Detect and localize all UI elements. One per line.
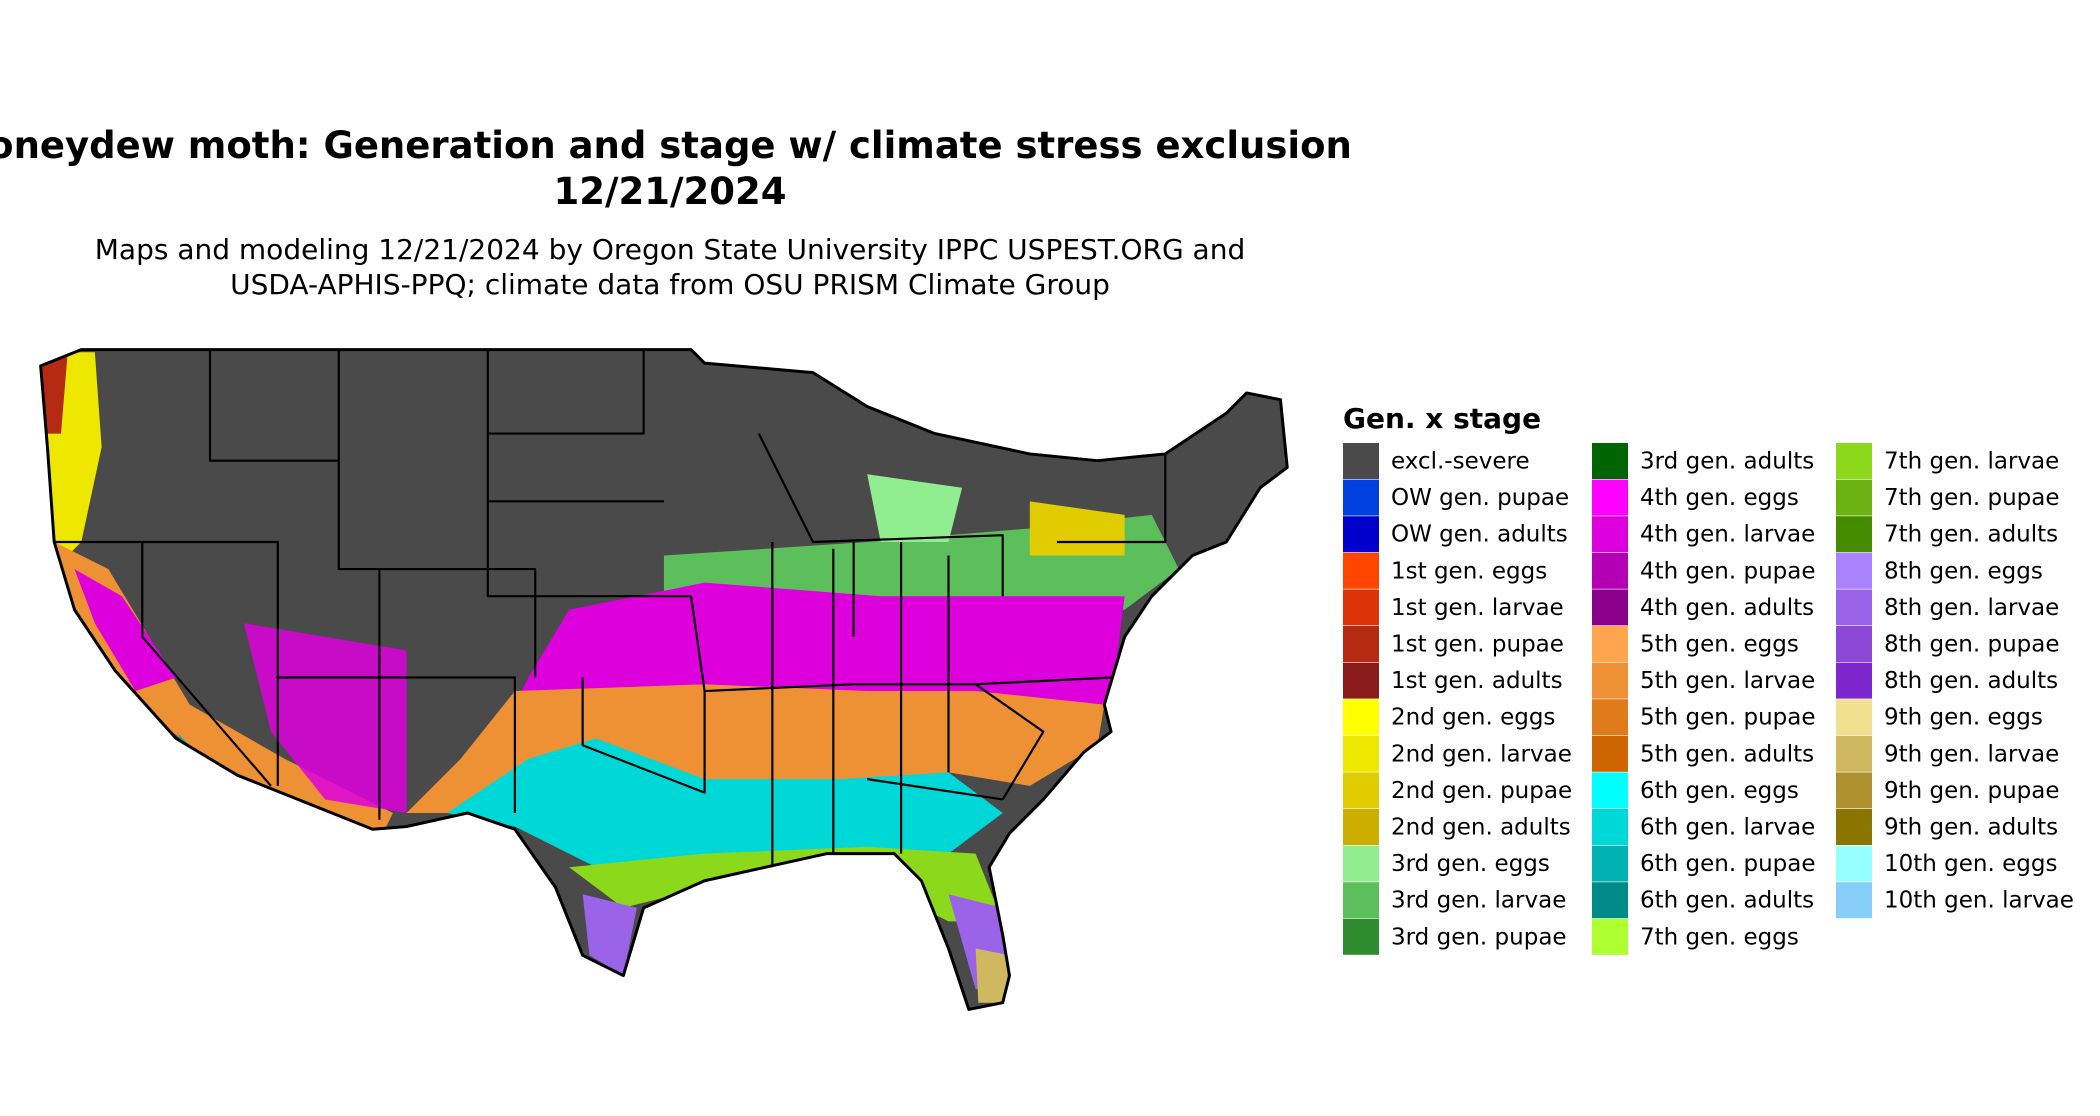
legend-label: 5th gen. larvae xyxy=(1640,668,1815,694)
legend-swatch xyxy=(1592,443,1628,479)
legend-swatch xyxy=(1592,662,1628,699)
legend-swatch xyxy=(1343,443,1379,479)
legend-label: 4th gen. eggs xyxy=(1640,485,1799,511)
legend-swatch xyxy=(1592,479,1628,516)
state-borders xyxy=(54,349,1167,868)
legend-label: 5th gen. pupae xyxy=(1640,705,1816,731)
legend-label: 1st gen. adults xyxy=(1391,668,1563,694)
legend-swatch xyxy=(1836,516,1872,553)
legend-swatch xyxy=(1343,918,1379,955)
legend-label: OW gen. pupae xyxy=(1391,485,1569,511)
legend-title: Gen. x stage xyxy=(1343,402,1541,435)
legend-swatch xyxy=(1836,845,1872,882)
legend-label: 7th gen. pupae xyxy=(1884,485,2060,511)
legend-label: 8th gen. adults xyxy=(1884,668,2058,694)
legend-label: 6th gen. larvae xyxy=(1640,815,1815,841)
legend-swatch xyxy=(1343,552,1379,589)
legend-label: 8th gen. eggs xyxy=(1884,558,2043,584)
legend: excl.-severe OW gen. pupae OW gen. adults 1… xyxy=(1343,443,2074,955)
legend-label: 1st gen. pupae xyxy=(1391,632,1564,658)
legend-swatch xyxy=(1836,735,1872,772)
legend-swatch xyxy=(1592,552,1628,589)
legend-label: 2nd gen. pupae xyxy=(1391,778,1572,804)
legend-label: 4th gen. pupae xyxy=(1640,558,1816,584)
legend-label: 6th gen. pupae xyxy=(1640,851,1816,877)
subtitle: Maps and modeling 12/21/2024 by Oregon S… xyxy=(95,233,1246,266)
legend-swatch xyxy=(1836,552,1872,589)
legend-label: 6th gen. adults xyxy=(1640,888,1814,914)
legend-label: 3rd gen. eggs xyxy=(1391,851,1550,877)
legend-swatch xyxy=(1836,589,1872,626)
legend-swatch xyxy=(1836,443,1872,479)
legend-label: OW gen. adults xyxy=(1391,522,1568,548)
legend-label: 9th gen. larvae xyxy=(1884,741,2059,767)
legend-swatch xyxy=(1343,845,1379,882)
us-outline xyxy=(39,348,1289,1011)
legend-swatch xyxy=(1836,626,1872,662)
legend-swatch xyxy=(1343,772,1379,809)
map xyxy=(39,348,1289,1011)
legend-label: 5th gen. eggs xyxy=(1640,632,1799,658)
legend-swatch xyxy=(1592,772,1628,809)
legend-label: 2nd gen. eggs xyxy=(1391,705,1555,731)
legend-label: 8th gen. pupae xyxy=(1884,632,2060,658)
legend-label: 2nd gen. larvae xyxy=(1391,741,1572,767)
legend-swatch xyxy=(1343,626,1379,662)
legend-label: 9th gen. pupae xyxy=(1884,778,2060,804)
legend-label: 7th gen. adults xyxy=(1884,522,2058,548)
legend-label: excl.-severe xyxy=(1391,449,1530,475)
subtitle: USDA-APHIS-PPQ; climate data from OSU PR… xyxy=(230,268,1110,301)
legend-swatch xyxy=(1343,735,1379,772)
legend-swatch xyxy=(1592,809,1628,845)
title-date: 12/21/2024 xyxy=(554,170,787,213)
legend-label: 10th gen. eggs xyxy=(1884,851,2057,877)
legend-swatch xyxy=(1592,699,1628,736)
legend-label: 9th gen. eggs xyxy=(1884,705,2043,731)
legend-swatch xyxy=(1592,918,1628,955)
legend-label: 6th gen. eggs xyxy=(1640,778,1799,804)
legend-swatch xyxy=(1592,516,1628,553)
legend-swatch xyxy=(1592,882,1628,919)
legend-label: 8th gen. larvae xyxy=(1884,595,2059,621)
legend-label: 1st gen. eggs xyxy=(1391,558,1547,584)
legend-swatch xyxy=(1592,845,1628,882)
legend-label: 3rd gen. larvae xyxy=(1391,888,1566,914)
legend-swatch xyxy=(1592,589,1628,626)
legend-label: 4th gen. larvae xyxy=(1640,522,1815,548)
legend-swatch xyxy=(1836,809,1872,845)
legend-label: 1st gen. larvae xyxy=(1391,595,1564,621)
legend-label: 9th gen. adults xyxy=(1884,815,2058,841)
legend-label: 3rd gen. pupae xyxy=(1391,924,1567,950)
legend-label: 3rd gen. adults xyxy=(1640,449,1814,475)
legend-swatch xyxy=(1836,772,1872,809)
legend-swatch xyxy=(1343,516,1379,553)
legend-label: 2nd gen. adults xyxy=(1391,815,1571,841)
map-fill xyxy=(40,349,1288,1010)
legend-swatch xyxy=(1592,735,1628,772)
title: oneydew moth: Generation and stage w/ cl… xyxy=(0,124,1352,167)
legend-label: 4th gen. adults xyxy=(1640,595,1814,621)
legend-label: 5th gen. adults xyxy=(1640,741,1814,767)
legend-swatch xyxy=(1343,662,1379,699)
legend-swatch xyxy=(1343,589,1379,626)
legend-swatch xyxy=(1836,699,1872,736)
legend-swatch xyxy=(1343,699,1379,736)
legend-swatch xyxy=(1836,479,1872,516)
legend-label: 7th gen. eggs xyxy=(1640,924,1799,950)
legend-swatch xyxy=(1343,882,1379,919)
legend-swatch xyxy=(1343,479,1379,516)
legend-label: 10th gen. larvae xyxy=(1884,888,2074,914)
legend-swatch xyxy=(1836,662,1872,699)
legend-label: 7th gen. larvae xyxy=(1884,449,2059,475)
legend-swatch xyxy=(1343,809,1379,845)
legend-swatch xyxy=(1836,882,1872,919)
legend-swatch xyxy=(1592,626,1628,662)
